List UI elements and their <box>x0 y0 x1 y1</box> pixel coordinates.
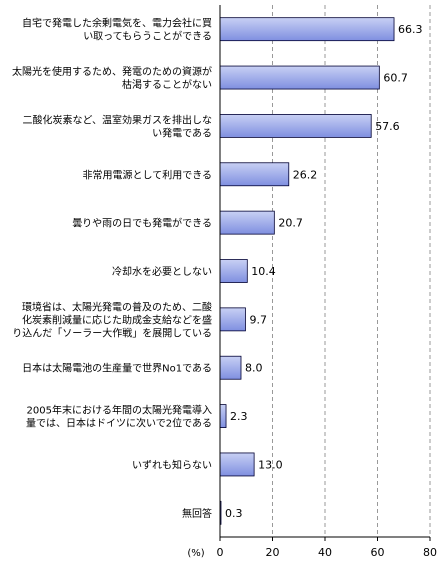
value-label: 10.4 <box>251 265 275 278</box>
value-label: 66.3 <box>398 23 423 36</box>
category-label-line: 二酸化炭素など、温室効果ガスを排出しな <box>23 113 213 126</box>
bar <box>219 17 395 42</box>
category-label: 自宅で発電した余剰電気を、電力会社に買い取ってもらうことができる <box>22 17 212 43</box>
labels: 0 20 40 60 80 (%) 66.3 自宅で発電した余剰電気を、電力会社に買い取っても… <box>12 17 437 559</box>
bar <box>219 452 255 477</box>
category-label: 環境省は、太陽光発電の普及のため、二酸化炭素削減量に応じた助成金支給などを盛り込… <box>12 300 212 339</box>
grid-lines <box>272 5 431 537</box>
category-label-line: 自宅で発電した余剰電気を、電力会社に買 <box>22 17 212 30</box>
value-label: 8.0 <box>245 362 263 375</box>
category-label: 2005年末における年間の太陽光発電導入量では、日本はドイツに次いで2位である <box>26 404 212 430</box>
x-tick-label: 20 <box>266 546 280 559</box>
category-label-line: 日本は太陽電池の生産量で世界No1である <box>22 362 212 375</box>
category-label-line: 量では、日本はドイツに次いで2位である <box>26 417 212 430</box>
value-label: 60.7 <box>383 72 408 85</box>
category-label-line: 曇りや雨の日でも発電ができる <box>72 217 212 230</box>
x-tick-label: 80 <box>423 546 437 559</box>
axes <box>219 5 431 541</box>
bar <box>219 404 227 428</box>
category-label-line: 冷却水を必要としない <box>112 265 212 278</box>
bar <box>219 355 242 380</box>
bar <box>219 259 248 283</box>
category-label-line: 枯渇することがない <box>122 78 212 91</box>
value-label: 57.6 <box>375 120 400 133</box>
category-label-line: 環境省は、太陽光発電の普及のため、二酸 <box>22 300 212 313</box>
category-label-line: い取ってもらうことができる <box>83 30 212 43</box>
bar <box>219 210 275 235</box>
category-label: 日本は太陽電池の生産量で世界No1である <box>22 362 212 375</box>
category-label-line: いずれも知らない <box>132 458 212 471</box>
value-label: 20.7 <box>278 217 303 230</box>
x-tick-label: 40 <box>318 546 332 559</box>
category-label-line: 2005年末における年間の太陽光発電導入 <box>27 404 212 417</box>
category-label: 太陽光を使用するため、発電のための資源が枯渇することがない <box>12 65 212 91</box>
bar <box>219 162 290 187</box>
value-label: 26.2 <box>293 168 318 181</box>
value-label: 13.0 <box>258 458 283 471</box>
category-label: 曇りや雨の日でも発電ができる <box>72 217 212 230</box>
value-label: 2.3 <box>230 410 248 423</box>
category-label-line: 太陽光を使用するため、発電のための資源が <box>12 65 212 78</box>
bars <box>219 17 395 525</box>
category-label: 無回答 <box>182 507 212 520</box>
value-label: 0.3 <box>225 507 243 520</box>
category-label: いずれも知らない <box>132 458 212 471</box>
x-tick-label: 0 <box>217 546 224 559</box>
category-label-line: 化炭素削減量に応じた助成金支給などを盛 <box>22 313 212 326</box>
category-label: 二酸化炭素など、温室効果ガスを排出しない発電である <box>23 113 213 139</box>
category-label-line: 非常用電源として利用できる <box>83 168 213 181</box>
category-label-line: 無回答 <box>182 507 212 520</box>
bar <box>219 65 380 90</box>
value-label: 9.7 <box>249 313 267 326</box>
category-label-line: い発電である <box>152 126 212 139</box>
x-axis-unit: (%) <box>187 548 204 559</box>
category-label: 冷却水を必要としない <box>112 265 212 278</box>
bar <box>219 307 246 332</box>
x-tick-label: 60 <box>371 546 385 559</box>
category-label-line: り込んだ「ソーラー大作戦」を展開している <box>12 326 212 339</box>
category-label: 非常用電源として利用できる <box>83 168 213 181</box>
bar <box>219 114 372 138</box>
